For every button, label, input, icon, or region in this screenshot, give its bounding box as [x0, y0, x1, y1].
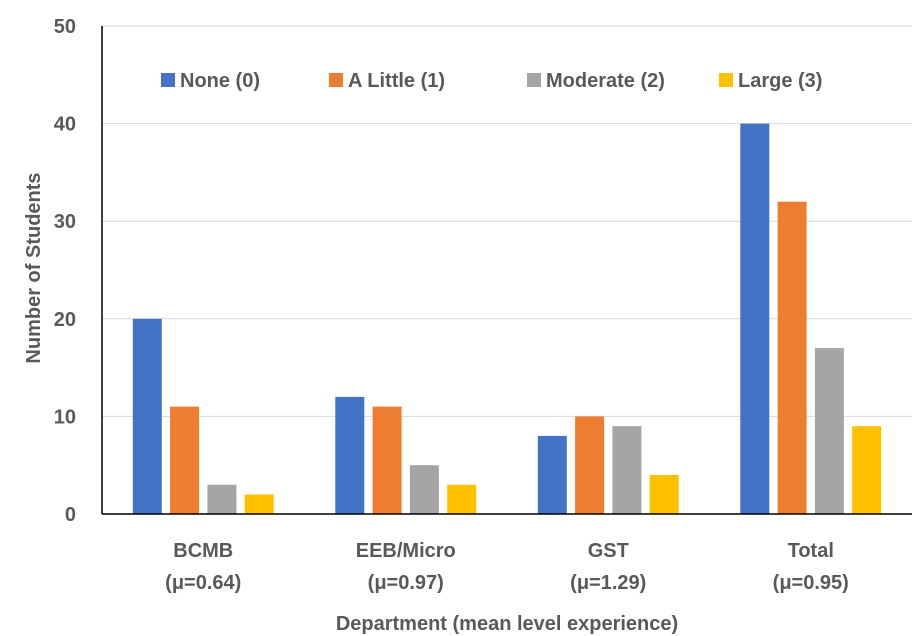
x-category-mean-label: (μ=1.29) [570, 572, 646, 594]
bar-total-series-3 [852, 426, 882, 514]
x-category-label: GST [588, 540, 629, 562]
y-tick-label: 50 [54, 16, 76, 38]
bar-eeb-micro-series-0 [335, 396, 365, 514]
bar-total-series-1 [777, 201, 807, 514]
x-category-label: EEB/Micro [356, 540, 456, 562]
bar-eeb-micro-series-1 [372, 406, 402, 514]
bar-total-series-0 [740, 123, 770, 514]
legend-item: Moderate (2) [527, 70, 665, 92]
legend-label: A Little (1) [348, 70, 445, 92]
bar-eeb-micro-series-3 [447, 484, 477, 514]
x-axis-title: Department (mean level experience) [336, 613, 678, 635]
legend: None (0) A Little (1) Moderate (2) Large (3… [161, 70, 822, 92]
y-tick-label: 30 [54, 211, 76, 233]
legend-item: Large (3) [719, 70, 822, 92]
x-category-labels: BCMB (μ=0.64) EEB/Micro (μ=0.97) GST (μ=1.29)… [165, 540, 849, 594]
bar-gst-series-1 [575, 416, 605, 514]
y-tick-label: 0 [65, 504, 76, 526]
bars [132, 123, 882, 514]
legend-swatch [329, 73, 343, 87]
legend-swatch [161, 73, 175, 87]
bar-gst-series-3 [649, 474, 679, 514]
y-axis-title: Number of Students [23, 172, 45, 363]
bar-eeb-micro-series-2 [409, 465, 439, 514]
y-tick-label: 20 [54, 309, 76, 331]
y-tick-label: 10 [54, 406, 76, 428]
legend-label: None (0) [180, 70, 260, 92]
bar-bcmb-series-0 [132, 318, 162, 514]
y-tick-labels: 0 10 20 30 40 50 [54, 16, 76, 526]
legend-item: None (0) [161, 70, 260, 92]
bar-bcmb-series-2 [207, 484, 237, 514]
x-category-label: BCMB [173, 540, 233, 562]
bar-gst-series-2 [612, 426, 642, 514]
bar-gst-series-0 [537, 435, 567, 514]
legend-swatch [719, 73, 733, 87]
bar-bcmb-series-3 [244, 494, 274, 514]
legend-item: A Little (1) [329, 70, 445, 92]
x-category-mean-label: (μ=0.95) [773, 572, 849, 594]
x-category-mean-label: (μ=0.64) [165, 572, 241, 594]
legend-label: Moderate (2) [546, 70, 665, 92]
legend-label: Large (3) [738, 70, 822, 92]
x-category-label: Total [788, 540, 834, 562]
bar-total-series-2 [814, 348, 844, 514]
legend-swatch [527, 73, 541, 87]
bar-bcmb-series-1 [170, 406, 200, 514]
y-tick-label: 40 [54, 114, 76, 136]
gridlines [102, 25, 912, 417]
x-category-mean-label: (μ=0.97) [368, 572, 444, 594]
